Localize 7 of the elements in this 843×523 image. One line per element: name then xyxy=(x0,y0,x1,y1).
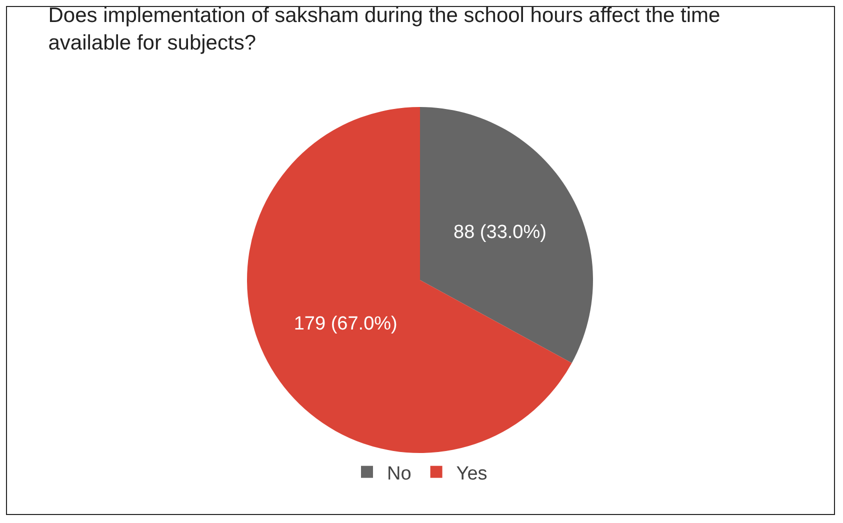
legend-label: Yes xyxy=(456,463,488,484)
data-label: 88 (33.0%) xyxy=(454,222,546,244)
pie-slice xyxy=(247,107,572,453)
legend-label: No xyxy=(387,463,412,484)
chart-title: Does implementation of saksham during the school hours affect the time available for subjects? xyxy=(48,4,720,54)
pie-slice xyxy=(420,107,593,363)
data-label: 179 (67.0%) xyxy=(294,314,398,335)
